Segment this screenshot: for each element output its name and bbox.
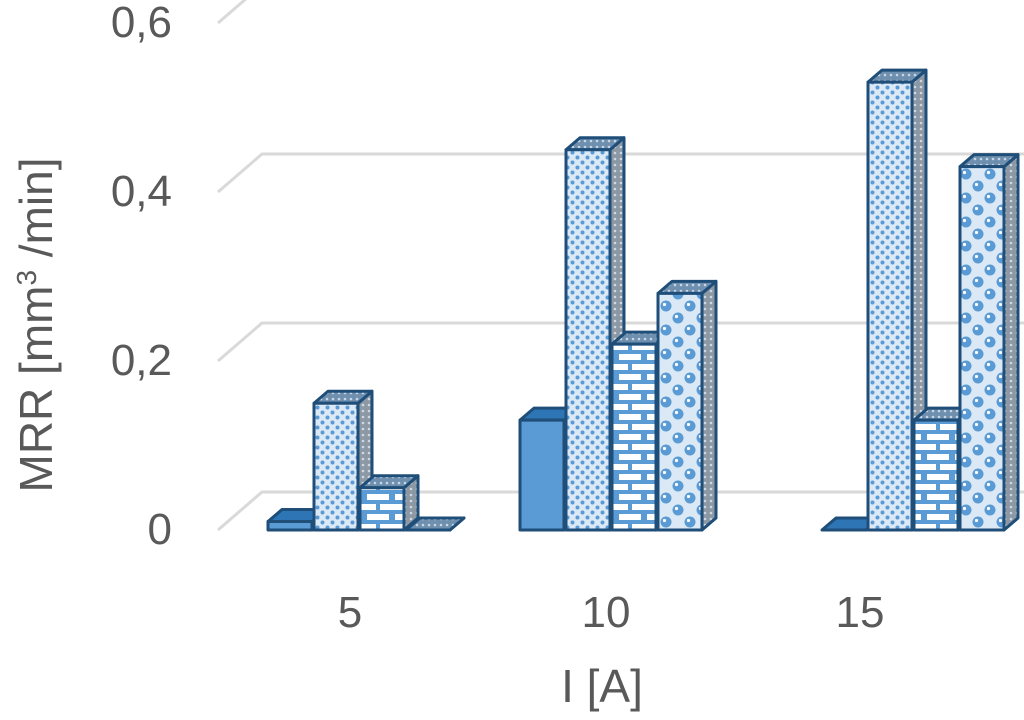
bar-front-face [912, 418, 960, 532]
bar-side-face [1002, 153, 1020, 532]
y-axis-title-superscript: 3 [11, 270, 42, 286]
gridline [217, 152, 1024, 194]
y-axis-title: MRR [mm3 /min] [10, 157, 62, 492]
gridline [217, 321, 1024, 363]
y-tick-label: 0,2 [111, 336, 172, 385]
bar-front-face [518, 418, 566, 532]
y-tick-label: 0,6 [111, 0, 172, 47]
y-tick-labels: 0 0,2 0,4 0,6 [111, 0, 172, 554]
bar-front-face [958, 165, 1006, 532]
bar-front-face [564, 148, 612, 532]
bar-front-face [656, 291, 704, 532]
bars [266, 68, 1020, 532]
x-tick-label: 15 [836, 588, 885, 637]
gridline [217, 490, 1024, 532]
bar-front-face [312, 401, 360, 532]
bar [358, 474, 420, 532]
bar-front-face [266, 520, 314, 532]
bar [404, 516, 466, 532]
bar-front-face [866, 80, 914, 532]
bar-front-face [610, 342, 658, 532]
x-tick-labels: 5 10 15 [338, 588, 885, 637]
gridlines [217, 0, 1024, 532]
bar [958, 153, 1020, 532]
bar-side-face [700, 279, 718, 532]
bar [866, 68, 928, 532]
x-tick-label: 10 [582, 588, 631, 637]
gridline [217, 0, 247, 25]
bar-front-face [358, 486, 406, 532]
y-axis-title-end: /min] [10, 157, 62, 269]
bar [656, 279, 718, 532]
bar-top-face [404, 516, 466, 532]
x-axis-title: I [A] [561, 660, 643, 712]
y-axis-title-main: MRR [mm [10, 286, 62, 493]
x-tick-label: 5 [338, 588, 362, 637]
y-tick-label: 0,4 [111, 167, 172, 216]
y-tick-label: 0 [148, 505, 172, 554]
